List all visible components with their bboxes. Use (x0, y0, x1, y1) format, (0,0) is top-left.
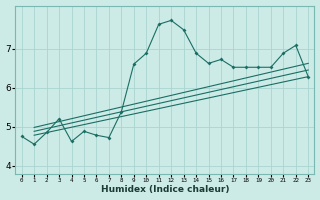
X-axis label: Humidex (Indice chaleur): Humidex (Indice chaleur) (101, 185, 229, 194)
